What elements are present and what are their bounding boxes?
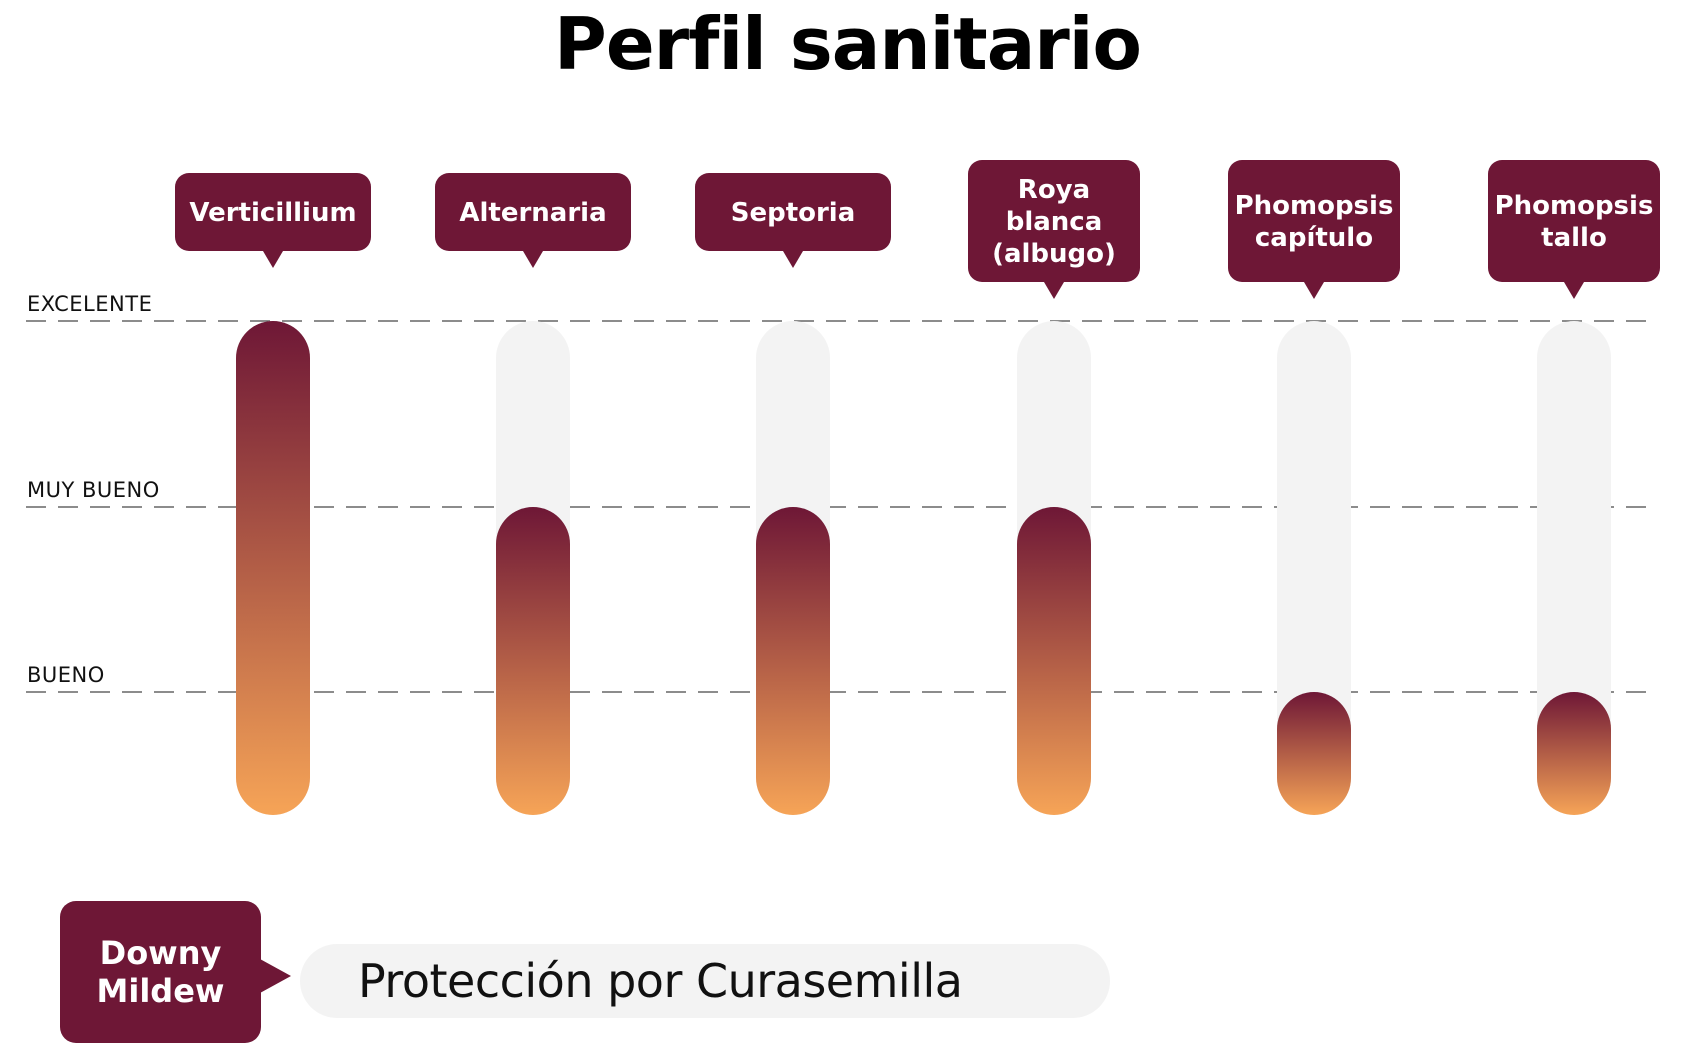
category-bubble-verticillium: Verticillium xyxy=(175,173,371,268)
legend-text: Protección por Curasemilla xyxy=(358,954,963,1008)
bubble-pointer-roya-blanca-albugo xyxy=(1044,282,1064,299)
bubble-box-phomopsis-capítulo xyxy=(1228,160,1400,282)
category-label-roya-blanca-albugo-line-1: Roya xyxy=(1018,175,1090,205)
bar-track-phomopsis-tallo xyxy=(1537,321,1611,815)
legend-pill: Protección por Curasemilla xyxy=(300,944,1110,1018)
bars-layer xyxy=(236,321,1611,815)
category-label-phomopsis-tallo-line-1: Phomopsis xyxy=(1495,191,1654,221)
bubble-box-septoria xyxy=(695,173,891,251)
category-bubble-septoria: Septoria xyxy=(695,173,891,268)
legend-badge-line-2: Mildew xyxy=(96,972,225,1010)
bar-phomopsis-tallo xyxy=(1537,692,1611,815)
category-label-roya-blanca-albugo-line-2: blanca xyxy=(1006,207,1103,237)
bubble-box-alternaria xyxy=(435,173,631,251)
bar-alternaria xyxy=(496,507,570,815)
category-label-phomopsis-capítulo-line-1: Phomopsis xyxy=(1235,191,1394,221)
level-label-muy-bueno: MUY BUENO xyxy=(27,478,160,502)
bubble-box-roya-blanca-albugo xyxy=(968,160,1140,282)
chart-title: Perfil sanitario xyxy=(554,2,1142,86)
bar-septoria xyxy=(756,507,830,815)
bubble-pointer-phomopsis-capítulo xyxy=(1304,282,1324,299)
category-label-alternaria-line-1: Alternaria xyxy=(459,198,606,228)
category-label-phomopsis-capítulo-line-2: capítulo xyxy=(1255,223,1373,253)
bubble-box-verticillium xyxy=(175,173,371,251)
category-bubble-alternaria: Alternaria xyxy=(435,173,631,268)
bubble-pointer-septoria xyxy=(783,251,803,268)
category-label-verticillium-line-1: Verticillium xyxy=(189,198,356,228)
bar-roya-blanca-albugo xyxy=(1017,507,1091,815)
category-label-septoria-line-1: Septoria xyxy=(731,198,856,228)
legend-arrow xyxy=(260,959,291,993)
category-label-phomopsis-tallo-line-2: tallo xyxy=(1541,223,1607,253)
level-label-bueno: BUENO xyxy=(27,663,105,687)
bar-verticillium xyxy=(236,321,310,815)
sanitary-profile-chart: BUENO MUY BUENO EXCELENTE Verticillium Alte… xyxy=(26,160,1660,815)
bar-track-phomopsis-capítulo xyxy=(1277,321,1351,815)
bubble-pointer-phomopsis-tallo xyxy=(1564,282,1584,299)
legend-badge-line-1: Downy xyxy=(99,934,222,972)
bubble-box-phomopsis-tallo xyxy=(1488,160,1660,282)
bubble-pointer-alternaria xyxy=(523,251,543,268)
bubble-pointer-verticillium xyxy=(263,251,283,268)
bar-phomopsis-capítulo xyxy=(1277,692,1351,815)
category-label-roya-blanca-albugo-line-3: (albugo) xyxy=(992,239,1116,269)
legend-badge: Downy Mildew xyxy=(60,901,261,1043)
level-label-excelente: EXCELENTE xyxy=(27,292,152,316)
bubbles-layer: Verticillium Alternaria Septoria Royablanca… xyxy=(175,160,1660,299)
